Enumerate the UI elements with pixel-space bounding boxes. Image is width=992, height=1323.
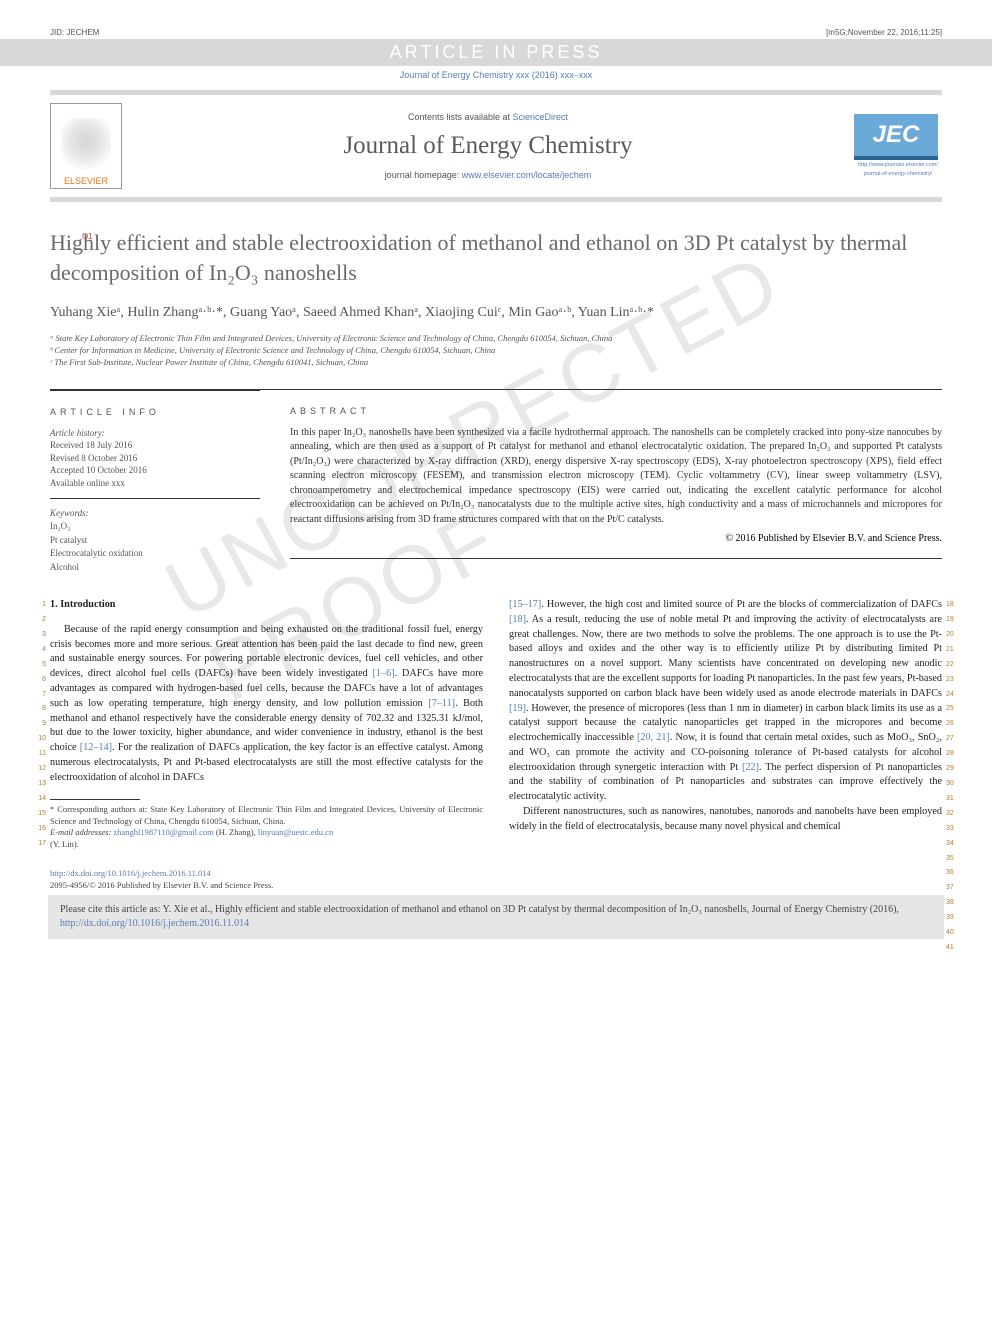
article-title: Highly efficient and stable electrooxida… [50,228,942,287]
section-1-heading: 1. Introduction [50,598,483,613]
elsevier-tree-icon [61,118,111,176]
elsevier-logo: ELSEVIER [50,103,122,189]
abstract-column: abstract In this paper In₂O₃ nanoshells … [290,406,942,574]
jec-url-2[interactable]: journal-of-energy-chemistry/ [854,171,942,178]
email-label: E-mail addresses: [50,827,113,837]
history-label: Article history: [50,427,260,440]
keywords-label: Keywords: [50,507,260,521]
email-1-who: (H. Zhang), [214,827,258,837]
line-numbers-left: 1234567891011121314151617 [30,598,46,851]
authors-list: Yuhang Xieᵃ, Hulin Zhangᵃ·ᵇ·*, Guang Yao… [50,303,942,323]
journal-name: Journal of Energy Chemistry [136,132,840,160]
header-meta-row: JID: JECHEM [m5G;November 22, 2016;11:25… [50,28,942,37]
homepage-link[interactable]: www.elsevier.com/locate/jechem [462,170,592,180]
citation-box: Please cite this article as: Y. Xie et a… [48,895,944,939]
corresponding-author-note: * Corresponding authors at: State Key La… [50,804,483,827]
affiliation-a: ᵃ State Key Laboratory of Electronic Thi… [50,333,942,345]
affiliation-b: ᵇ Center for Information in Medicine, Un… [50,345,942,357]
elsevier-text: ELSEVIER [64,176,108,186]
intro-paragraph-right-2: Different nanostructures, such as nanowi… [509,805,942,835]
abstract-copyright: © 2016 Published by Elsevier B.V. and Sc… [290,533,942,544]
article-in-press-banner: ARTICLE IN PRESS [0,39,992,66]
keyword-1: Pt catalyst [50,534,260,548]
abstract-label: abstract [290,406,942,416]
doi-link[interactable]: http://dx.doi.org/10.1016/j.jechem.2016.… [50,868,211,878]
contents-line: Contents lists available at ScienceDirec… [136,112,840,122]
email-line: E-mail addresses: zhanghl1987110@gmail.c… [50,827,483,850]
homepage-pre: journal homepage: [385,170,462,180]
intro-paragraph-right-1: [15–17]. However, the high cost and limi… [509,598,942,805]
jec-logo: JEC [854,114,938,160]
revised-date: Revised 8 October 2016 [50,452,260,465]
footnotes-block: * Corresponding authors at: State Key La… [50,804,483,850]
contents-pre: Contents lists available at [408,112,513,122]
email-2-who: (Y. Lin). [50,839,79,849]
jid-label: JID: JECHEM [50,28,99,37]
email-1-link[interactable]: zhanghl1987110@gmail.com [113,827,213,837]
keyword-3: Alcohol [50,561,260,575]
jec-url-1[interactable]: http://www.journals.elsevier.com/ [854,162,942,169]
footnote-separator [50,799,140,800]
email-2-link[interactable]: linyuan@uestc.edu.cn [258,827,333,837]
article-info-label: article info [50,407,260,417]
body-left-column: 1234567891011121314151617 1. Introductio… [50,598,483,850]
article-history-block: Article history: Received 18 July 2016 R… [50,427,260,499]
issn-copyright: 2095-4956/© 2016 Published by Elsevier B… [50,880,942,891]
keywords-block: Keywords: In₂O₃ Pt catalyst Electrocatal… [50,507,260,575]
citation-doi-link[interactable]: http://dx.doi.org/10.1016/j.jechem.2016.… [60,918,249,929]
intro-paragraph-left: Because of the rapid energy consumption … [50,623,483,786]
journal-header-box: ELSEVIER Contents lists available at Sci… [50,90,942,202]
affiliations-block: ᵃ State Key Laboratory of Electronic Thi… [50,333,942,369]
doi-block: http://dx.doi.org/10.1016/j.jechem.2016.… [50,868,942,891]
online-date: Available online xxx [50,477,260,490]
accepted-date: Accepted 10 October 2016 [50,464,260,477]
affiliation-c: ᶜ The First Sub-Institute, Nuclear Power… [50,357,942,369]
body-right-column: 1819202122232425262728293031323334353637… [509,598,942,850]
query-marker-q1: Q1 [82,232,93,241]
sciencedirect-link[interactable]: ScienceDirect [513,112,569,122]
line-numbers-right: 1819202122232425262728293031323334353637… [946,598,962,956]
citation-text: Please cite this article as: Y. Xie et a… [60,904,899,915]
homepage-line: journal homepage: www.elsevier.com/locat… [136,170,840,180]
journal-reference: Journal of Energy Chemistry xxx (2016) x… [50,70,942,80]
abstract-text: In this paper In₂O₃ nanoshells have been… [290,426,942,528]
keyword-2: Electrocatalytic oxidation [50,547,260,561]
keyword-0: In₂O₃ [50,520,260,534]
abstract-bottom-rule [290,558,942,559]
jec-logo-block: JEC http://www.journals.elsevier.com/ jo… [854,114,942,177]
received-date: Received 18 July 2016 [50,439,260,452]
article-info-column: article info Article history: Received 1… [50,390,260,574]
timestamp-label: [m5G;November 22, 2016;11:25] [826,28,942,37]
